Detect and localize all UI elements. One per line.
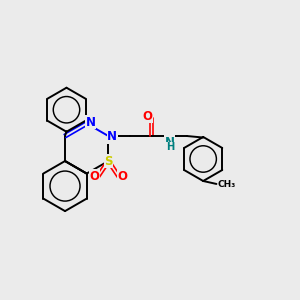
Text: N: N: [85, 116, 95, 128]
Text: N: N: [165, 136, 175, 149]
Text: N: N: [107, 130, 117, 143]
Text: H: H: [166, 142, 174, 152]
Text: O: O: [89, 170, 99, 183]
Text: O: O: [118, 170, 128, 183]
Text: O: O: [143, 110, 153, 123]
Text: CH₃: CH₃: [218, 180, 236, 189]
Text: S: S: [104, 154, 112, 167]
